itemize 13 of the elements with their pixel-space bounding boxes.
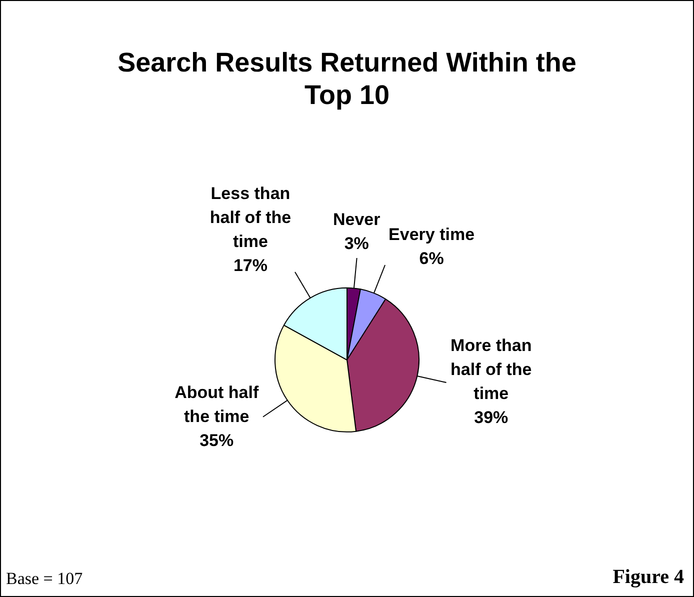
data-label: 6% (419, 248, 444, 268)
data-label: 3% (344, 234, 369, 254)
slice-label: Every time (388, 224, 475, 244)
data-label: 17% (233, 256, 268, 275)
caption: Figure 4 (612, 566, 684, 589)
slice-label: Less than half of the time (210, 184, 292, 251)
text: Base = 107 (6, 569, 83, 589)
data-label: 35% (200, 430, 234, 450)
slice-label: Never (332, 210, 381, 230)
slice-label: More than half of the time (450, 336, 532, 403)
chart-title: Search Results Returned Within the Top 10 (118, 48, 576, 110)
data-label: 39% (474, 408, 508, 427)
slice-label: About half the time (174, 382, 259, 426)
